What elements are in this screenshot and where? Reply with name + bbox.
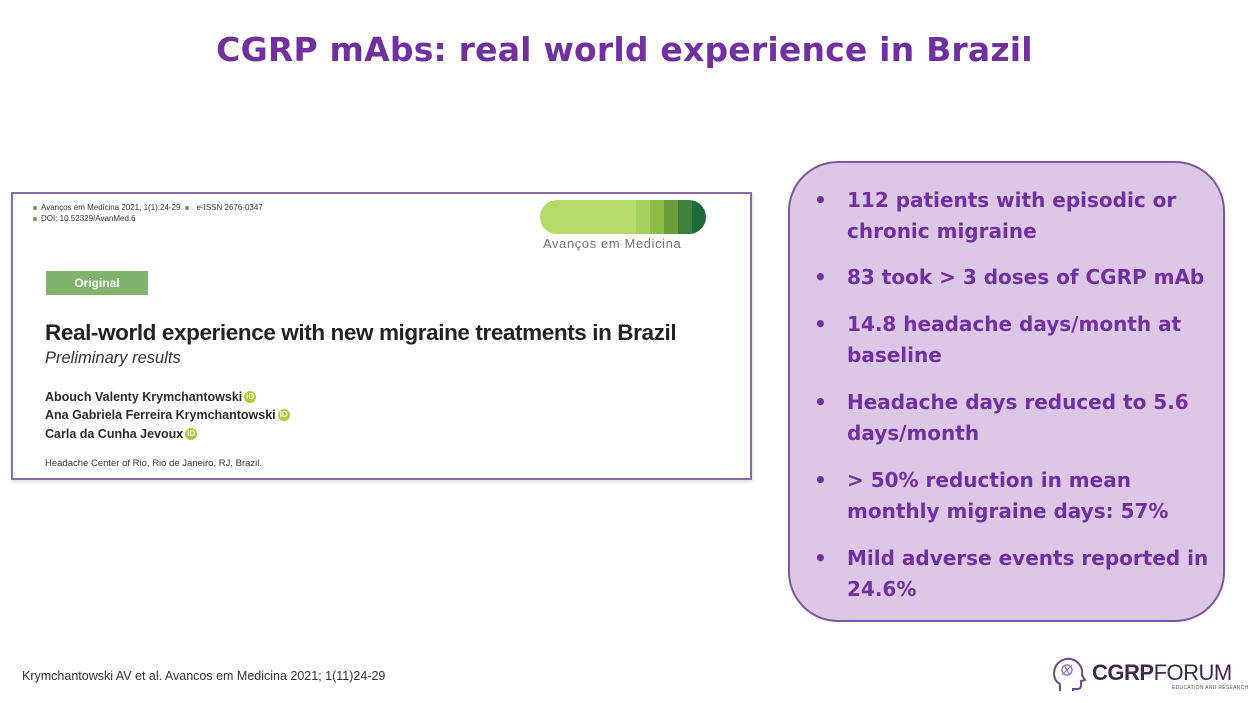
reference-citation: Krymchantowski AV et al. Avancos em Medi… xyxy=(22,669,386,683)
journal-bar-segment xyxy=(678,200,692,234)
article-type-badge: Original xyxy=(46,271,148,295)
author-3: Carla da Cunha Jevoux xyxy=(45,427,184,441)
bullet-dot-icon xyxy=(33,216,37,221)
list-item-text: 83 took > 3 doses of CGRP mAb xyxy=(847,265,1205,289)
journal-bar-segment xyxy=(664,200,678,234)
logo-wordmark: CGRPFORUM xyxy=(1092,660,1232,686)
bullet-icon: • xyxy=(814,188,827,212)
list-item-text: 112 patients with episodic or chronic mi… xyxy=(847,188,1177,243)
head-profile-icon xyxy=(1053,657,1087,691)
logo-brand-bold: CGRP xyxy=(1092,660,1154,685)
article-title: Real-world experience with new migraine … xyxy=(45,320,677,345)
bullet-icon: • xyxy=(814,312,827,336)
logo-brand-light: FORUM xyxy=(1153,660,1233,685)
article-screenshot: Avanços em Medicina 2021, 1(1):24-29 e-I… xyxy=(11,192,752,480)
orcid-icon: iD xyxy=(185,428,198,440)
author-name: Abouch Valenty Krymchantowski iD xyxy=(45,390,257,404)
meta-issn: e-ISSN 2676-0347 xyxy=(196,203,263,212)
bullet-icon: • xyxy=(814,546,827,570)
orcid-icon: iD xyxy=(244,391,257,403)
author-affiliation: Headache Center of Rio, Rio de Janeiro, … xyxy=(45,458,263,469)
journal-bar-segment xyxy=(636,200,650,234)
list-item-text: Headache days reduced to 5.6 days/month xyxy=(847,390,1189,445)
journal-bar-segment xyxy=(540,200,636,234)
bullet-dot-icon xyxy=(33,205,37,210)
bullet-icon: • xyxy=(814,265,827,289)
meta-citation: Avanços em Medicina 2021, 1(1):24-29 xyxy=(41,203,181,212)
bullet-icon: • xyxy=(814,468,827,492)
author-1: Abouch Valenty Krymchantowski xyxy=(45,390,243,404)
logo-tagline: EDUCATION AND RESEARCH xyxy=(1172,685,1249,691)
slide-title: CGRP mAbs: real world experience in Braz… xyxy=(216,30,1033,69)
orcid-icon: iD xyxy=(277,409,290,421)
cgrp-forum-logo: CGRPFORUM EDUCATION AND RESEARCH xyxy=(1050,655,1248,697)
journal-bar-segment xyxy=(650,200,664,234)
bullet-dot-icon xyxy=(184,202,193,213)
author-name: Ana Gabriela Ferreira Krymchantowski iD xyxy=(45,408,290,422)
bullet-icon: • xyxy=(814,390,827,414)
article-meta: Avanços em Medicina 2021, 1(1):24-29 e-I… xyxy=(33,202,263,224)
key-findings-box: • 112 patients with episodic or chronic … xyxy=(788,161,1225,622)
meta-doi: DOI: 10.52329/AvanMed.6 xyxy=(41,214,136,223)
author-name: Carla da Cunha Jevoux iD xyxy=(45,427,198,441)
journal-name: Avanços em Medicina xyxy=(543,236,682,251)
list-item-text: Mild adverse events reported in 24.6% xyxy=(847,546,1209,601)
journal-logo-bar xyxy=(540,200,706,234)
list-item-text: 14.8 headache days/month at baseline xyxy=(847,312,1182,367)
list-item-text: > 50% reduction in mean monthly migraine… xyxy=(847,468,1169,523)
article-subtitle: Preliminary results xyxy=(45,349,181,367)
author-2: Ana Gabriela Ferreira Krymchantowski xyxy=(45,408,276,422)
journal-bar-segment xyxy=(692,200,706,234)
